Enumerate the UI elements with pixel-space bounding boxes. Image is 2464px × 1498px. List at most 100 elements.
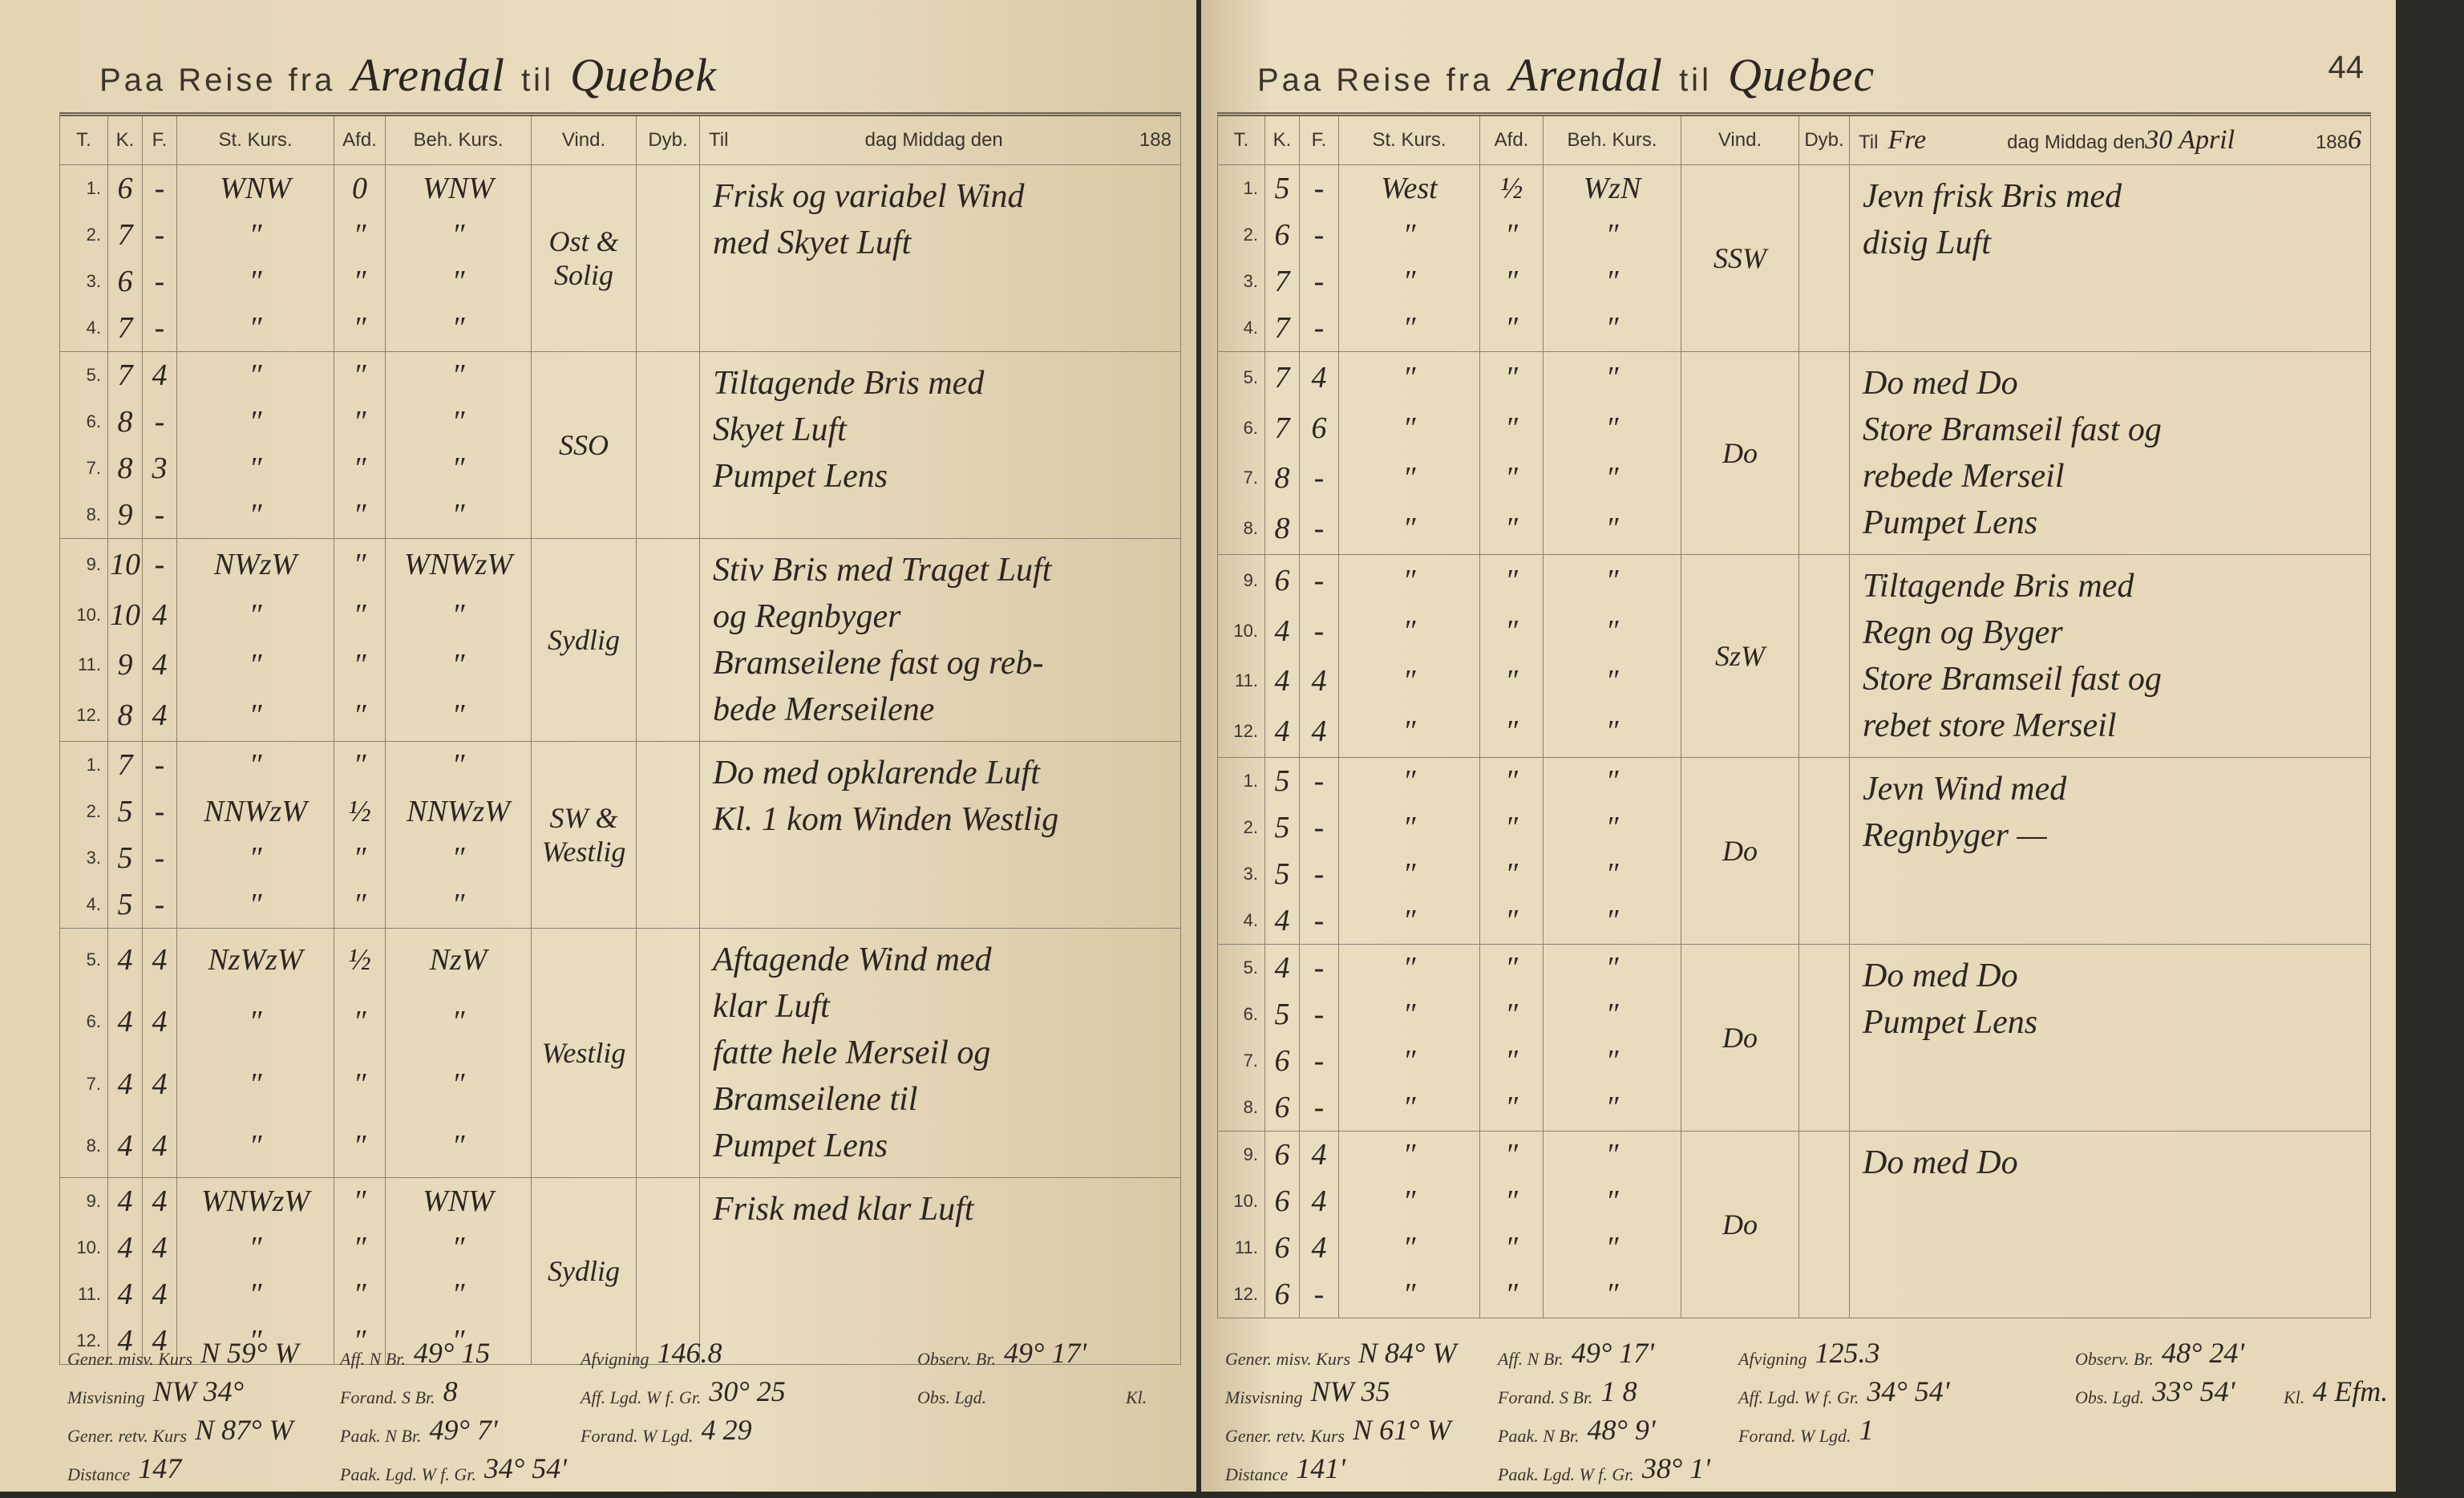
deviation: ″	[1479, 554, 1544, 606]
deviation: ″	[334, 492, 386, 539]
log-row: 5. 4 4 NzWzW ½ NzW Westlig Aftagende Wind med kl…	[59, 928, 1181, 1178]
fathoms: -	[142, 258, 177, 305]
hour: 6.	[1217, 991, 1265, 1038]
fathoms: -	[1299, 851, 1339, 897]
wind: SSW	[1681, 164, 1799, 352]
to-label: til	[1679, 63, 1712, 98]
depth	[636, 538, 700, 742]
log-row: 9. 4 4 WNWzW ″ WNW Sydlig Frisk med klar Luft	[59, 1177, 1181, 1365]
steered-course: ″	[176, 351, 334, 399]
hour: 1.	[1217, 164, 1265, 212]
til-group: Til	[709, 129, 728, 152]
log-row: 2. 5- ″ ″ ″	[1217, 804, 2371, 851]
corrected-course: ″	[385, 305, 532, 352]
steered-course: ″	[1338, 351, 1480, 403]
log-row: 9. 6 4 ″ ″ ″ Do Do med Do	[1217, 1131, 2371, 1318]
log-row: 11. 4 4 ″ ″ ″	[59, 1271, 1181, 1318]
from-port: Arendal	[1509, 49, 1664, 101]
column-header: Vind.	[531, 114, 637, 165]
knots: 7	[107, 741, 143, 788]
corrected-course: ″	[1543, 452, 1681, 504]
fathoms: 4	[142, 639, 177, 690]
log-row: 7. 8 3 ″ ″ ″	[59, 445, 1181, 492]
steered-course: ″	[1338, 851, 1480, 897]
fathoms: -	[1299, 305, 1339, 352]
footer-label: Observ. Br.	[917, 1349, 996, 1369]
steered-course: ″	[1338, 1178, 1480, 1225]
corrected-course: NNWzW	[385, 788, 532, 835]
corrected-course: ″	[1543, 503, 1681, 555]
log-row: 10. 4- ″ ″ ″	[1217, 605, 2371, 656]
from-port: Arendal	[351, 49, 506, 101]
log-table: T. K. F. St. Kurs. Afd. Beh. Kurs. Vind. Dyb. Ti…	[1217, 112, 2371, 1318]
corrected-course: ″	[1543, 1225, 1681, 1271]
hour: 5.	[1217, 944, 1265, 991]
corrected-course: ″	[1543, 1271, 1681, 1318]
log-row: 6. 7 6 ″ ″ ″	[1217, 403, 2371, 453]
log-row: 12. 6- ″ ″ ″	[1217, 1271, 2371, 1318]
column-header: 188	[2315, 132, 2348, 153]
footer-value: 33° 54'	[2152, 1375, 2235, 1407]
fathoms: 4	[142, 1115, 177, 1179]
footer-row: Misvisning NW 35 Forand. S Br. 1 8 Aff. Lgd.…	[1225, 1370, 2388, 1408]
date-group: dag Middag den30 April	[2007, 125, 2235, 156]
hour: 4.	[1217, 897, 1265, 945]
wind: Ost & Solig	[531, 164, 637, 352]
corrected-course: ″	[1543, 655, 1681, 706]
deviation: ″	[334, 589, 386, 640]
title: Paa Reise fra Arendal til Quebec	[1257, 48, 1891, 102]
steered-course: ″	[1338, 991, 1480, 1038]
remark-line: fatte hele Merseil og	[713, 1034, 991, 1071]
deviation: ″	[334, 399, 386, 445]
deviation: ″	[1479, 452, 1544, 504]
knots: 4	[107, 928, 143, 991]
footer-label: Obs. Lgd.	[2075, 1387, 2145, 1407]
knots: 7	[1264, 403, 1300, 453]
remark-line: disig Luft	[1863, 225, 1991, 261]
knots: 4	[107, 1225, 143, 1271]
wind: SzW	[1681, 554, 1799, 758]
knots: 6	[1264, 1178, 1300, 1225]
footer-value: N 61° W	[1353, 1414, 1451, 1446]
corrected-course: ″	[1543, 991, 1681, 1038]
deviation: ″	[334, 690, 386, 742]
knots: 6	[1264, 1038, 1300, 1084]
footer-item: Observ. Br. 49° 17'	[917, 1336, 1126, 1370]
log-row: 3. 5- ″ ″ ″	[59, 835, 1181, 881]
hour: 3.	[1217, 258, 1265, 305]
corrected-course: ″	[1543, 258, 1681, 305]
deviation: ″	[1479, 706, 1544, 758]
footer-value: N 59° W	[200, 1337, 299, 1369]
footer-label: Afvigning	[581, 1349, 649, 1369]
knots: 5	[1264, 851, 1300, 897]
year-group: 1886	[2316, 125, 2361, 156]
footer-label: Observ. Br.	[2075, 1349, 2154, 1369]
steered-course: ″	[1338, 605, 1480, 656]
fathoms: -	[1299, 804, 1339, 851]
footer-item: Afvigning 146.8	[581, 1336, 917, 1370]
date-hand: 30 April	[2145, 125, 2235, 155]
corrected-course: ″	[1543, 351, 1681, 403]
footer-row: Distance 147 Paak. Lgd. W f. Gr. 34° 54'	[67, 1447, 1222, 1485]
deviation: ″	[1479, 991, 1544, 1038]
log-row: 7. 4 4 ″ ″ ″	[59, 1052, 1181, 1115]
hour: 12.	[1217, 1271, 1265, 1318]
remarks: Tiltagende Bris med Regn og Byger Store Br…	[1849, 554, 2371, 758]
steered-course: ″	[1338, 655, 1480, 706]
fathoms: -	[142, 741, 177, 788]
log-row: 4. 7- ″ ″ ″	[59, 305, 1181, 352]
knots: 8	[107, 445, 143, 492]
hour: 2.	[59, 212, 108, 258]
fathoms: 4	[142, 1177, 177, 1225]
footer-label: Gener. misv. Kurs	[67, 1349, 193, 1369]
footer-item: Distance 141'	[1225, 1451, 1498, 1485]
footer-value: 4 Efm.	[2312, 1375, 2389, 1407]
column-header: St. Kurs.	[176, 114, 334, 165]
fathoms: 4	[142, 990, 177, 1053]
deviation: ″	[1479, 1131, 1544, 1178]
remarks: Tiltagende Bris med Skyet Luft Pumpet Lens	[699, 351, 1181, 539]
deviation: ″	[1479, 804, 1544, 851]
footer-item: Gener. retv. Kurs N 61° W	[1225, 1413, 1498, 1447]
hour: 9.	[59, 1177, 108, 1225]
fathoms: -	[1299, 554, 1339, 606]
